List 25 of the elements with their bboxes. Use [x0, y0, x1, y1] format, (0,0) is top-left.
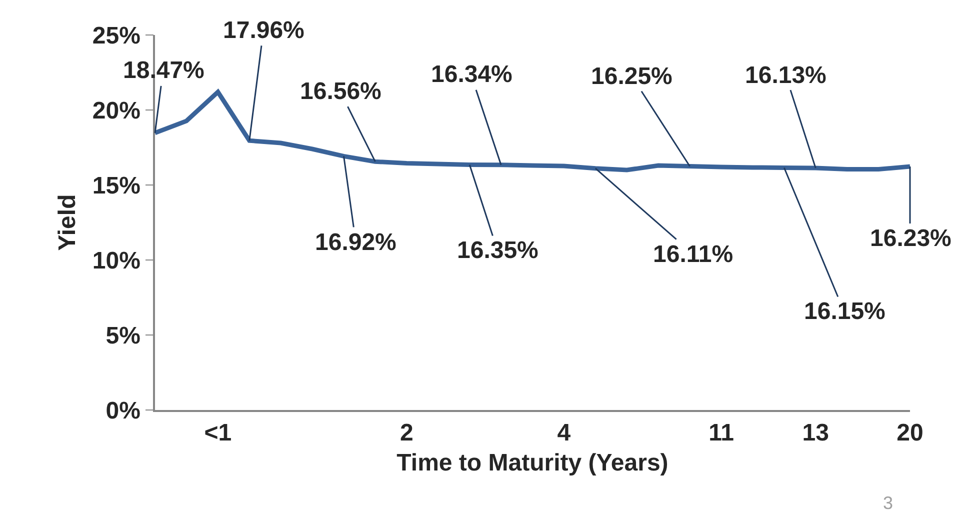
data-label: 16.23% [870, 225, 952, 252]
x-tick-label: 2 [400, 420, 414, 447]
y-tick-label: 20% [92, 97, 140, 124]
data-label: 16.56% [300, 78, 382, 105]
data-label: 16.34% [431, 61, 512, 88]
y-tick-label: 5% [106, 322, 140, 350]
data-label: 16.11% [653, 241, 734, 268]
x-tick-label: 20 [896, 420, 924, 447]
x-tick-label: 13 [802, 420, 829, 447]
data-label: 16.92% [315, 229, 396, 256]
data-label: 17.96% [223, 17, 304, 44]
data-label: 16.15% [804, 298, 886, 325]
x-tick-label: 4 [557, 420, 572, 447]
data-label: 16.35% [457, 237, 538, 264]
x-tick-label: 11 [708, 420, 734, 447]
x-tick-label: <1 [204, 420, 232, 447]
y-tick-label: 10% [92, 247, 140, 274]
y-tick-label: 15% [92, 172, 140, 200]
y-tick-label: 25% [92, 22, 140, 50]
data-label: 16.13% [745, 62, 826, 89]
data-label: 16.25% [591, 63, 672, 90]
y-axis-title: Yield [54, 194, 82, 251]
x-axis-title: Time to Maturity (Years) [396, 449, 668, 476]
y-tick-label: 0% [106, 397, 140, 424]
text: 3 [883, 493, 894, 513]
